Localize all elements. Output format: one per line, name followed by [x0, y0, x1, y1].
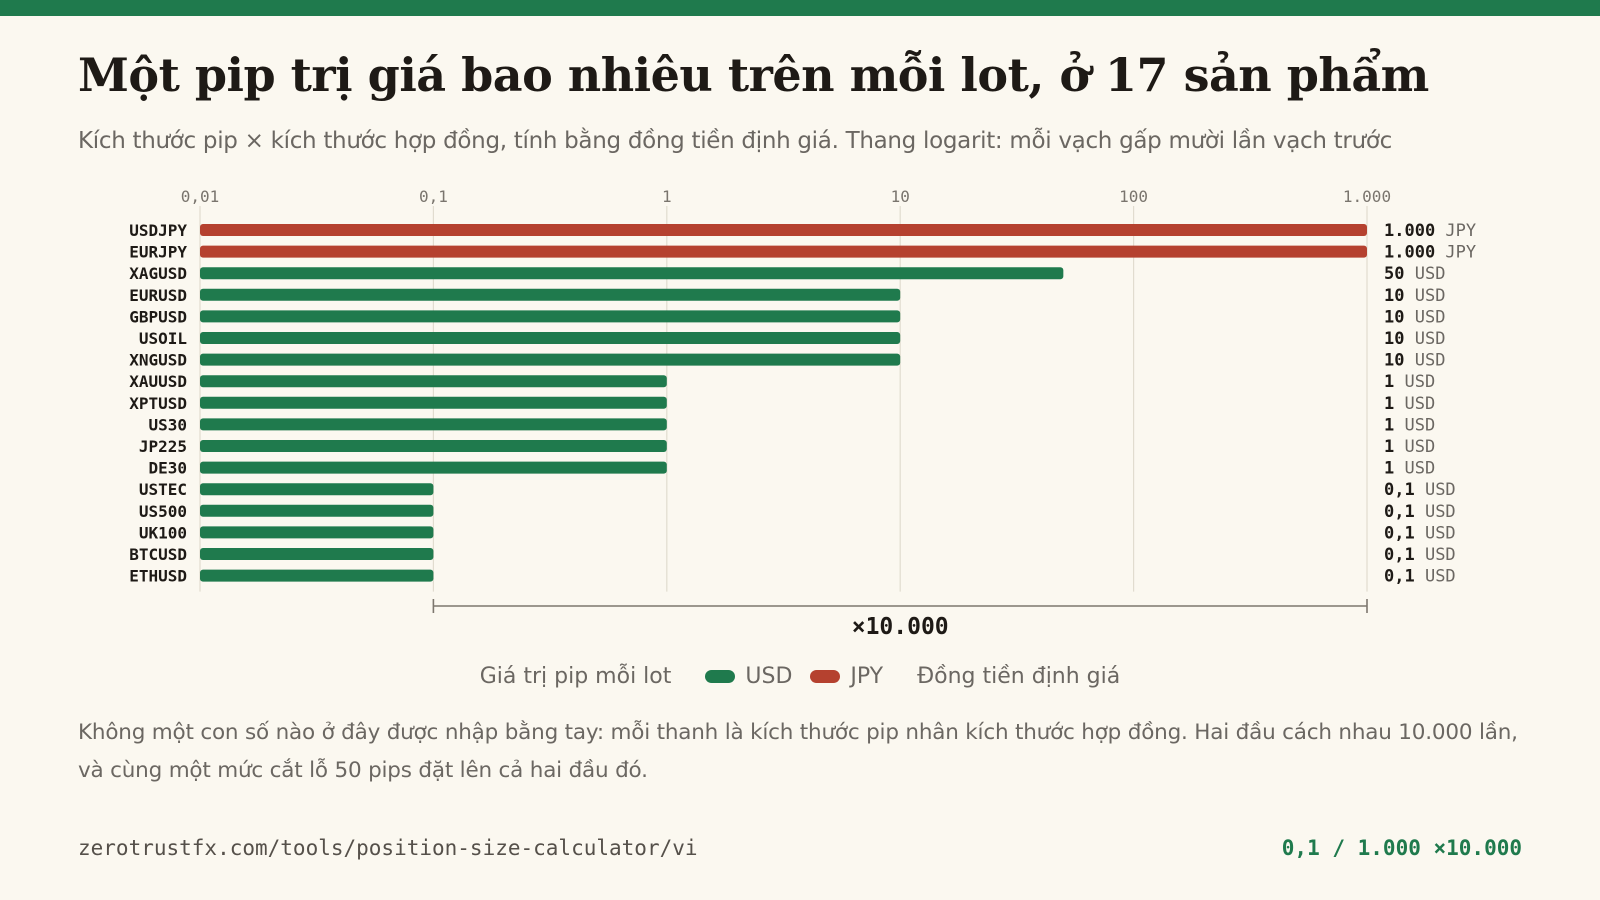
category-label: ETHUSD — [129, 567, 187, 586]
footer-url: zerotrustfx.com/tools/position-size-calc… — [78, 836, 698, 860]
bar — [200, 483, 434, 496]
category-label: BTCUSD — [129, 545, 187, 564]
chart-subtitle: Kích thước pip × kích thước hợp đồng, tí… — [78, 128, 1392, 154]
value-label: 1 USD — [1384, 372, 1435, 392]
legend-swatch-usd — [705, 669, 736, 683]
x-tick-label: 0,1 — [419, 187, 448, 206]
bar — [200, 310, 901, 323]
bar — [200, 353, 901, 366]
category-label: XNGUSD — [129, 351, 187, 370]
value-label: 1.000 JPY — [1384, 221, 1476, 241]
bar — [200, 440, 667, 452]
value-label: 0,1 USD — [1384, 523, 1456, 543]
category-label: XPTUSD — [129, 394, 187, 413]
bar — [200, 526, 434, 539]
bar — [200, 267, 1064, 280]
top-accent-bar — [0, 0, 1600, 16]
category-label: USDJPY — [129, 221, 187, 240]
bar — [200, 504, 434, 517]
category-label: EURUSD — [129, 286, 187, 305]
value-label: 50 USD — [1384, 264, 1445, 284]
value-label: 0,1 USD — [1384, 480, 1456, 500]
category-label: USTEC — [139, 480, 187, 499]
legend-swatch-jpy — [810, 669, 841, 683]
bar — [200, 418, 667, 431]
bar — [200, 396, 667, 409]
legend-label-usd: USD — [745, 663, 793, 689]
category-label: UK100 — [139, 523, 187, 542]
value-label: 1 USD — [1384, 437, 1435, 457]
value-label: 10 USD — [1384, 329, 1445, 349]
category-label: GBPUSD — [129, 307, 187, 326]
category-label: US500 — [139, 502, 187, 521]
value-label: 1 USD — [1384, 415, 1435, 435]
value-label: 10 USD — [1384, 307, 1445, 327]
legend-title-left: Giá trị pip mỗi lot — [479, 663, 672, 689]
value-label: 0,1 USD — [1384, 545, 1456, 565]
value-label: 0,1 USD — [1384, 567, 1456, 587]
value-label: 1.000 JPY — [1384, 243, 1476, 263]
category-label: EURJPY — [129, 243, 187, 262]
x-tick-label: 100 — [1119, 187, 1148, 206]
explanatory-note: Không một con số nào ở đây được nhập bằn… — [78, 720, 1518, 783]
x-tick-label: 1 — [662, 187, 672, 206]
legend-title-right: Đồng tiền định giá — [917, 663, 1121, 689]
category-label: XAUUSD — [129, 372, 187, 391]
category-label: DE30 — [148, 459, 187, 478]
legend-item-usd: USD — [705, 664, 792, 689]
bar — [200, 245, 1367, 258]
span-label: ×10.000 — [852, 614, 949, 640]
bar — [200, 375, 667, 388]
bar — [200, 461, 667, 474]
legend-label-jpy: JPY — [850, 663, 884, 689]
bar — [200, 288, 901, 301]
value-label: 1 USD — [1384, 459, 1435, 479]
value-label: 1 USD — [1384, 394, 1435, 414]
category-label: XAGUSD — [129, 264, 187, 283]
bar-chart: 0,01 0,1 1 10 100 1.000 USDJPY 1.000 JPY EURJPY 1… — [129, 187, 1476, 640]
x-tick-label: 1.000 — [1343, 187, 1391, 206]
category-label: US30 — [148, 415, 187, 434]
chart-title: Một pip trị giá bao nhiêu trên mỗi lot, … — [78, 48, 1429, 102]
bar — [200, 332, 901, 344]
value-label: 0,1 USD — [1384, 502, 1456, 522]
x-tick-label: 0,01 — [181, 187, 220, 206]
legend: Giá trị pip mỗi lot USD JPY Đồng tiền đị… — [0, 660, 1600, 692]
bar — [200, 224, 1367, 236]
x-tick-label: 10 — [891, 187, 910, 206]
footer-range: 0,1 / 1.000 ×10.000 — [1281, 836, 1522, 860]
category-label: USOIL — [139, 329, 187, 348]
value-label: 10 USD — [1384, 286, 1445, 306]
bar — [200, 548, 434, 560]
bar — [200, 569, 434, 582]
value-label: 10 USD — [1384, 351, 1445, 371]
category-label: JP225 — [139, 437, 187, 456]
legend-item-jpy: JPY — [810, 664, 883, 689]
